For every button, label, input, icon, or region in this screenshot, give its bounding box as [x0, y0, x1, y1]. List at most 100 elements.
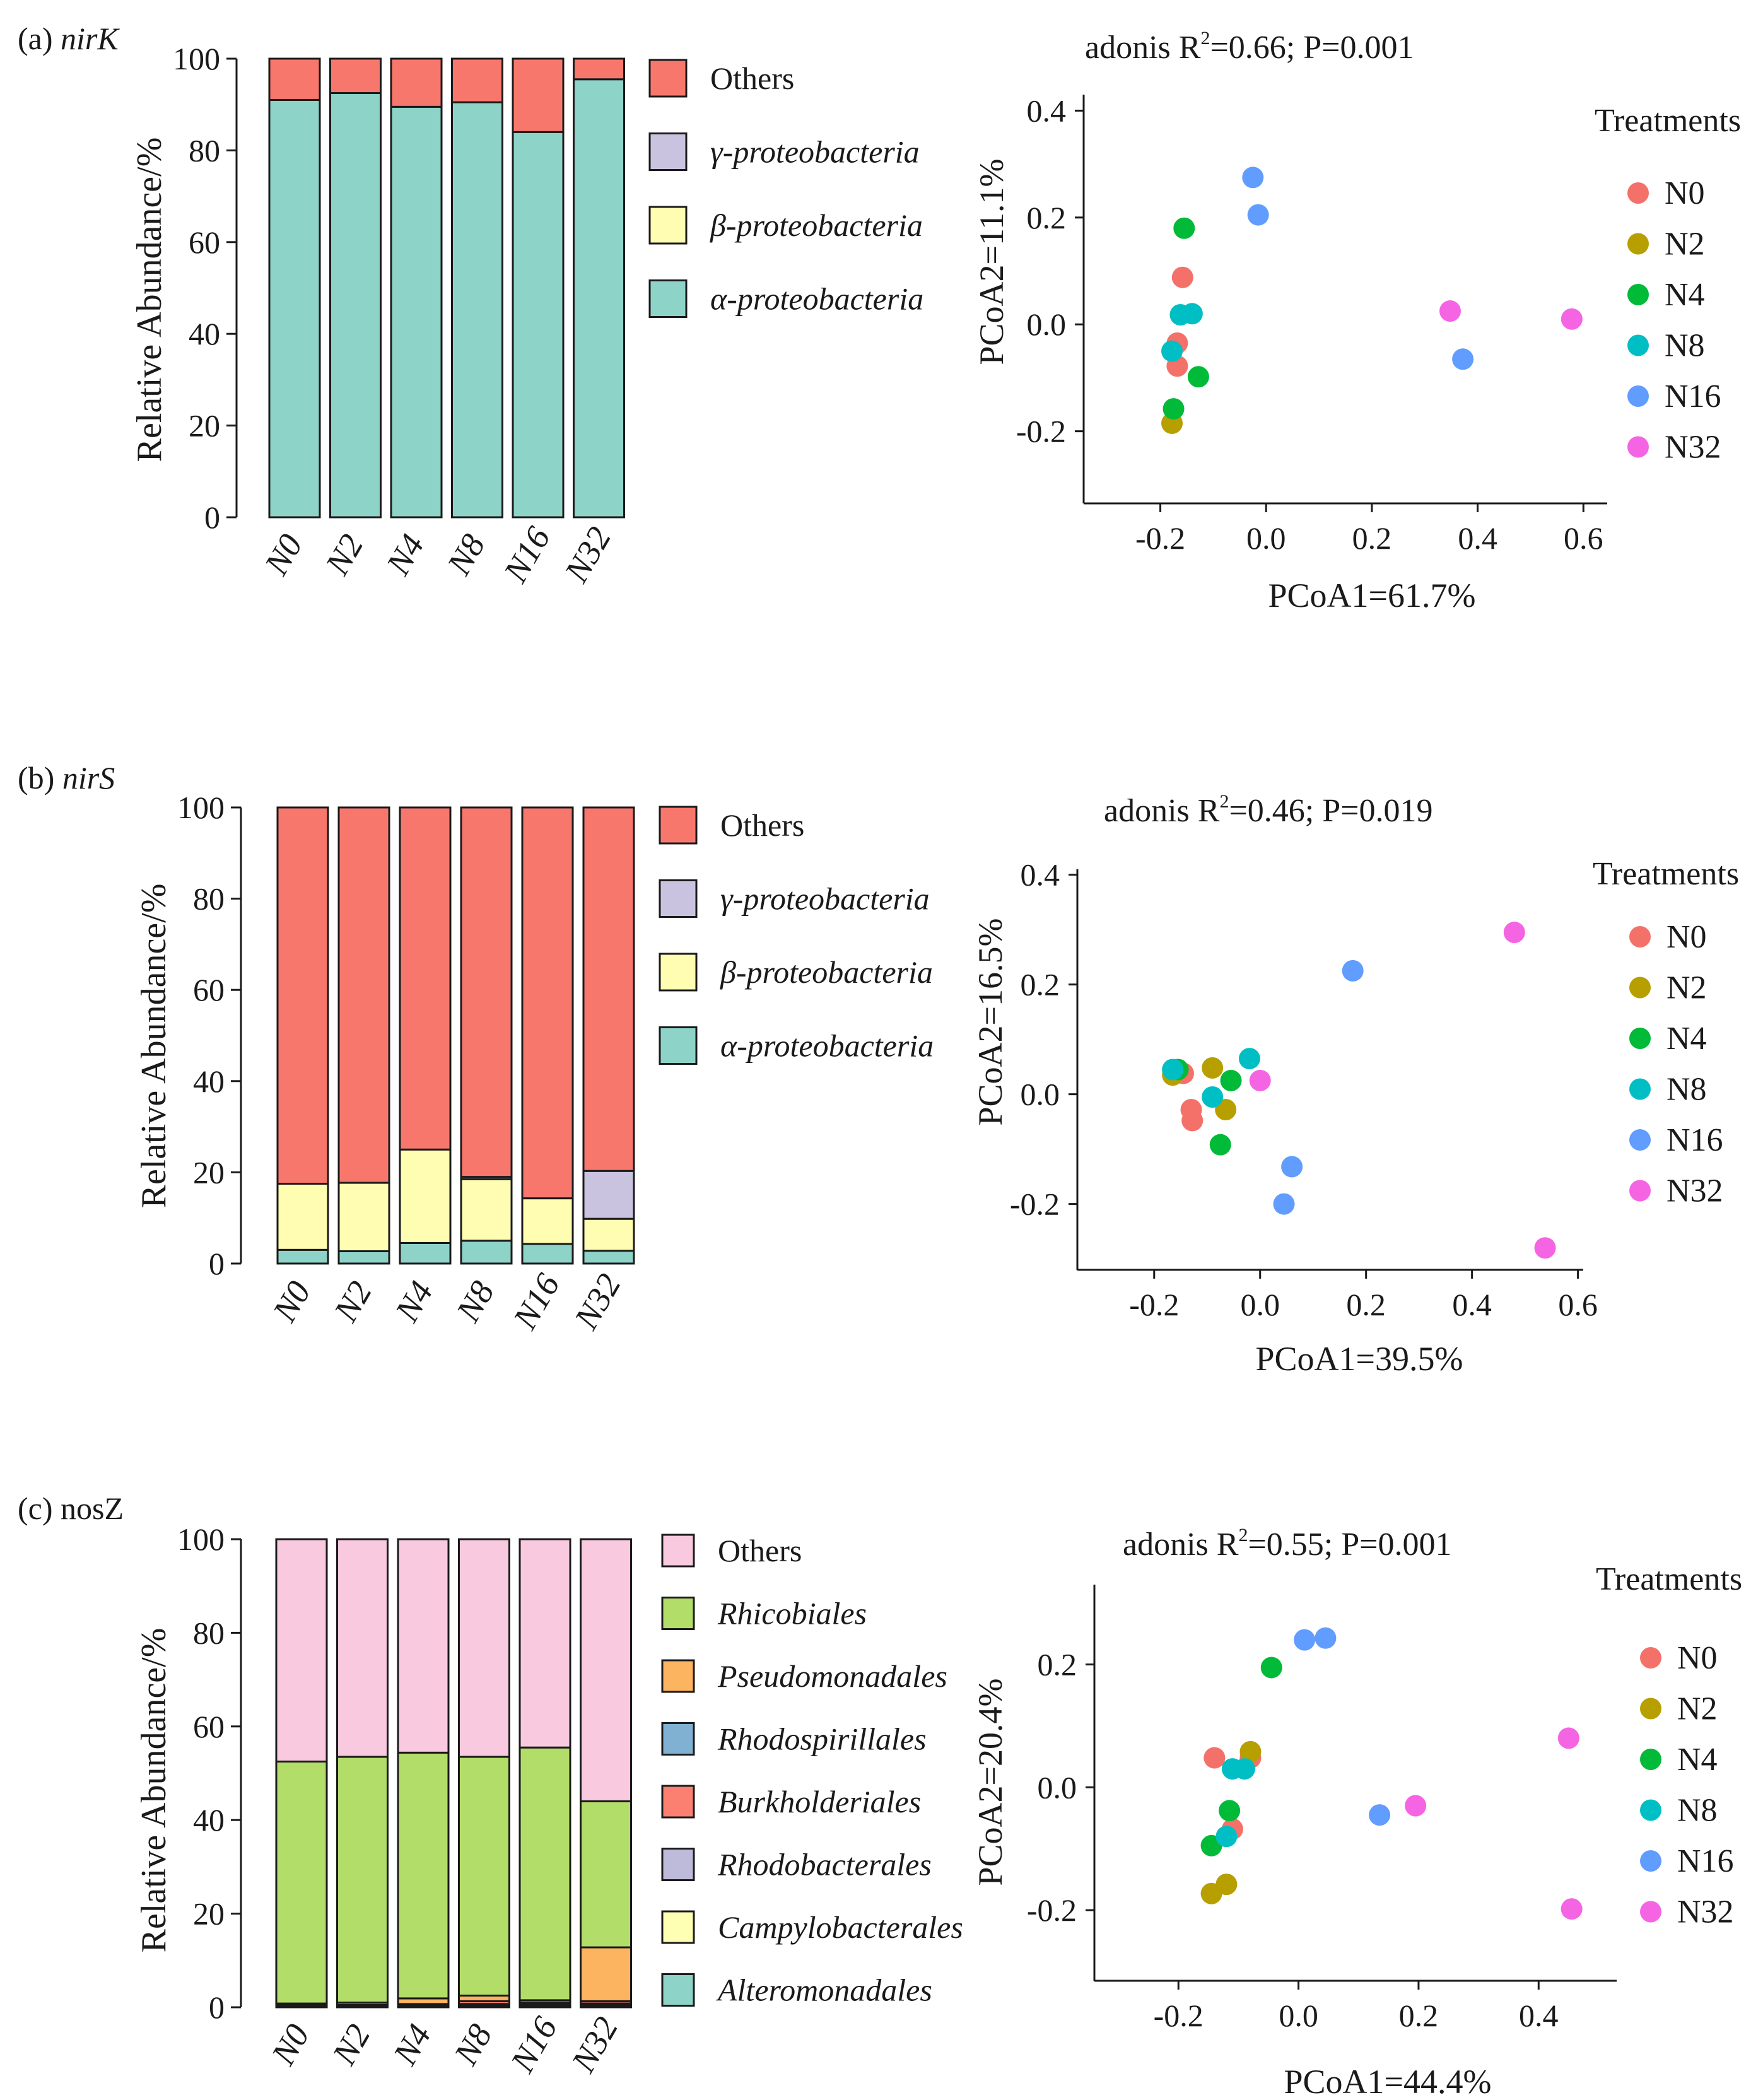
nosz-pcoa-xlabel: PCoA1=44.4%	[1284, 2063, 1492, 2100]
nirk-point-n32	[1439, 300, 1461, 322]
nosz-bar-segment-rhicobiales	[518, 1746, 571, 2002]
nirs-pcoa-xlabel: PCoA1=39.5%	[1256, 1340, 1463, 1378]
nirs-legend-swatch	[659, 953, 698, 992]
nirs-ytick-label: 0.4	[1021, 857, 1060, 893]
nirs-bar-chart: (b) nirS Relative Abundance/% 0 20 40 60 80 1…	[18, 760, 635, 1336]
nosz-legend-label: Alteromonadales	[716, 1973, 932, 2008]
nirs-xtick-label: 0.6	[1558, 1287, 1598, 1322]
nirs-point-n16	[1342, 959, 1364, 982]
nosz-bar-segment-rhicobiales	[458, 1756, 510, 1997]
nosz-legend-label: N8	[1677, 1793, 1718, 1829]
nirk-legend-label: N32	[1665, 430, 1721, 466]
nirk-legend-dot-n2	[1627, 233, 1649, 255]
nosz-ytick-label: 100	[177, 1522, 225, 1557]
nirs-legend-label: Others	[720, 807, 804, 843]
nosz-xtick-label: 0.4	[1519, 1998, 1559, 2033]
nirs-bar-ylabel: Relative Abundance/%	[134, 884, 173, 1209]
nosz-legend-label: Rhodobacterales	[717, 1847, 932, 1882]
nirk-point-n16	[1247, 204, 1269, 226]
nosz-xtick-label: 0.0	[1279, 1998, 1318, 2033]
nosz-legend-label: Rhicobiales	[717, 1596, 867, 1631]
nosz-legend-label: Pseudomonadales	[717, 1658, 947, 1694]
nirs-xtick-label: 0.2	[1346, 1287, 1386, 1322]
nosz-ytick-label: 80	[193, 1615, 225, 1650]
nirs-point-n4	[1209, 1134, 1231, 1156]
nirs-xtick-label: -0.2	[1129, 1287, 1179, 1322]
nirk-point-n4	[1187, 366, 1209, 388]
nirk-legend-label: β-proteobacteria	[710, 208, 923, 243]
nirs-point-n8	[1202, 1086, 1224, 1108]
nirk-point-n32	[1561, 308, 1583, 330]
panel-b-label: (b) nirS	[18, 760, 115, 795]
nirk-legend-label: N8	[1665, 328, 1705, 364]
nosz-legend-swatch	[661, 1785, 695, 1819]
nirs-ytick-label: 0	[209, 1246, 225, 1281]
nirk-legend-label: N4	[1665, 277, 1705, 313]
nosz-point-n4	[1260, 1657, 1282, 1679]
nirs-legend-dot-n4	[1629, 1028, 1651, 1049]
nirk-legend-dot-n32	[1627, 436, 1649, 458]
nirk-legend-label: N0	[1665, 175, 1705, 211]
nirk-xtick-label: 0.6	[1564, 520, 1603, 556]
nirs-treatments-legend-title: Treatments	[1593, 856, 1739, 892]
nosz-pcoa-title: adonis R2=0.55; P=0.001	[1123, 1525, 1451, 1563]
nirs-legend-dot-n0	[1629, 926, 1651, 947]
nirk-xtick-label: 0.0	[1246, 520, 1286, 556]
nosz-legend-label: Campylobacterales	[718, 1909, 963, 1945]
nirk-point-n16	[1452, 348, 1474, 370]
nosz-point-n0	[1204, 1747, 1226, 1769]
nirk-legend-dot-n0	[1627, 182, 1649, 204]
nirs-ytick-label: 40	[193, 1064, 225, 1099]
nirs-ytick-label: 80	[193, 881, 225, 917]
nirk-ytick-label: 40	[189, 316, 220, 351]
nosz-ytick-label: 0.2	[1038, 1647, 1077, 1682]
nosz-legend-dot-n16	[1640, 1850, 1661, 1872]
nosz-ytick-label: 20	[193, 1896, 225, 1932]
nirk-ytick-label: 0	[204, 500, 220, 535]
nirk-legend-swatch	[648, 59, 688, 98]
nirk-pcoa-ylabel: PCoA2=11.1%	[973, 159, 1010, 365]
nosz-legend-swatch	[661, 1597, 695, 1630]
nirk-treatments-legend-title: Treatments	[1595, 103, 1741, 139]
nosz-bar-segment-others_nosz	[397, 1538, 450, 1754]
nirs-bar-segment-others	[399, 806, 452, 1151]
nirs-bar-segment-alpha	[582, 1250, 635, 1265]
nirs-taxa-legend: Others γ-proteobacteria β-proteobacteria α-…	[659, 806, 934, 1065]
nirk-bar-segment-others	[268, 57, 321, 101]
nosz-xtick-label: -0.2	[1154, 1998, 1204, 2033]
nirs-point-n8	[1162, 1059, 1184, 1081]
nosz-legend-dot-n0	[1640, 1647, 1661, 1669]
nirk-ytick-label: 0.2	[1027, 200, 1067, 235]
nirs-point-n32	[1503, 922, 1525, 944]
nirk-point-n8	[1181, 303, 1203, 325]
nirs-bar-segment-alpha	[276, 1248, 329, 1265]
nosz-legend-dot-n32	[1640, 1901, 1661, 1923]
nirk-bar-segment-alpha	[268, 98, 321, 519]
nosz-ytick-label: -0.2	[1027, 1892, 1077, 1928]
nirs-ytick-label: 0.0	[1021, 1077, 1060, 1112]
nirs-bar-segment-beta	[399, 1148, 452, 1244]
nirs-bar-segment-alpha	[460, 1240, 513, 1265]
nirs-legend-label: β-proteobacteria	[720, 954, 933, 990]
nirs-bar-segment-beta	[521, 1197, 574, 1245]
nosz-bar-segment-others_nosz	[275, 1538, 328, 1763]
nosz-legend-swatch	[661, 1848, 695, 1881]
nirk-ytick-label: 80	[189, 132, 220, 168]
nirk-taxa-legend: Others γ-proteobacteria β-proteobacteria α-…	[648, 59, 923, 318]
nirs-point-n8	[1238, 1048, 1260, 1070]
nirs-point-n0	[1181, 1110, 1204, 1132]
nirs-legend-dot-n2	[1629, 977, 1651, 999]
nirs-point-n16	[1273, 1193, 1295, 1215]
nosz-pcoa-plot: adonis R2=0.55; P=0.001 PCoA1=44.4% PCoA…	[971, 1525, 1742, 2100]
nirs-legend-label: α-proteobacteria	[720, 1028, 934, 1064]
nosz-legend-label: N32	[1677, 1894, 1734, 1930]
nirs-bar-segment-others	[582, 806, 635, 1172]
nirk-legend-label: N2	[1665, 226, 1705, 262]
nirk-legend-swatch	[648, 206, 688, 245]
nirs-bar-segment-alpha	[399, 1241, 452, 1265]
nirs-ytick-label: 0.2	[1021, 967, 1060, 1002]
nosz-ytick-label: 0.0	[1038, 1769, 1077, 1805]
nirs-point-n4	[1220, 1069, 1242, 1091]
nirs-legend-label: N16	[1666, 1122, 1723, 1158]
nirk-bar-segment-others	[573, 57, 625, 81]
